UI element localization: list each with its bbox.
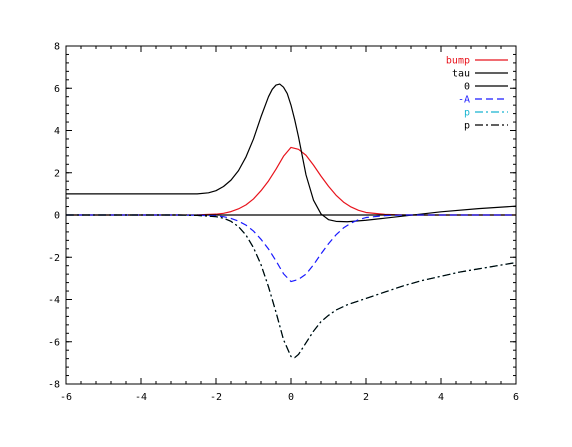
plot-area	[65, 45, 517, 385]
legend-label: tau	[452, 69, 470, 80]
y-tick-label: -6	[48, 337, 60, 348]
y-tick-label: 4	[54, 126, 60, 137]
series-line-5	[66, 214, 517, 359]
legend-label: bump	[446, 56, 470, 67]
x-tick-label: 6	[513, 392, 519, 403]
x-tick-label: -6	[60, 392, 72, 403]
legend-label: p	[464, 121, 470, 132]
series-line-0	[66, 146, 516, 216]
series-line-1	[66, 83, 517, 223]
y-tick-label: 8	[54, 42, 60, 53]
y-tick-label: 0	[54, 211, 60, 222]
legend-label: p	[464, 108, 470, 119]
x-tick-label: 0	[288, 392, 294, 403]
y-tick-label: 6	[54, 84, 60, 95]
y-tick-label: 2	[54, 168, 60, 179]
plot-frame	[65, 45, 517, 385]
legend-label: -A	[458, 95, 470, 106]
y-tick-label: -2	[48, 253, 60, 264]
x-tick-label: 4	[438, 392, 444, 403]
y-tick-label: -4	[48, 295, 60, 306]
y-tick-label: -8	[48, 380, 60, 391]
legend: bump tau 0 -A pp	[446, 56, 508, 132]
x-tick-label: -2	[210, 392, 222, 403]
legend-label: 0	[464, 82, 470, 93]
x-tick-label: 2	[363, 392, 369, 403]
series-line-3	[66, 214, 516, 283]
x-tick-labels: -6 -4 -2 0 2 4 6	[60, 392, 519, 403]
series-line-4	[66, 214, 517, 359]
x-tick-label: -4	[135, 392, 147, 403]
y-tick-labels: 8 6 4 2 0 -2 -4 -6 -8	[48, 42, 60, 391]
series-layer	[66, 83, 517, 359]
